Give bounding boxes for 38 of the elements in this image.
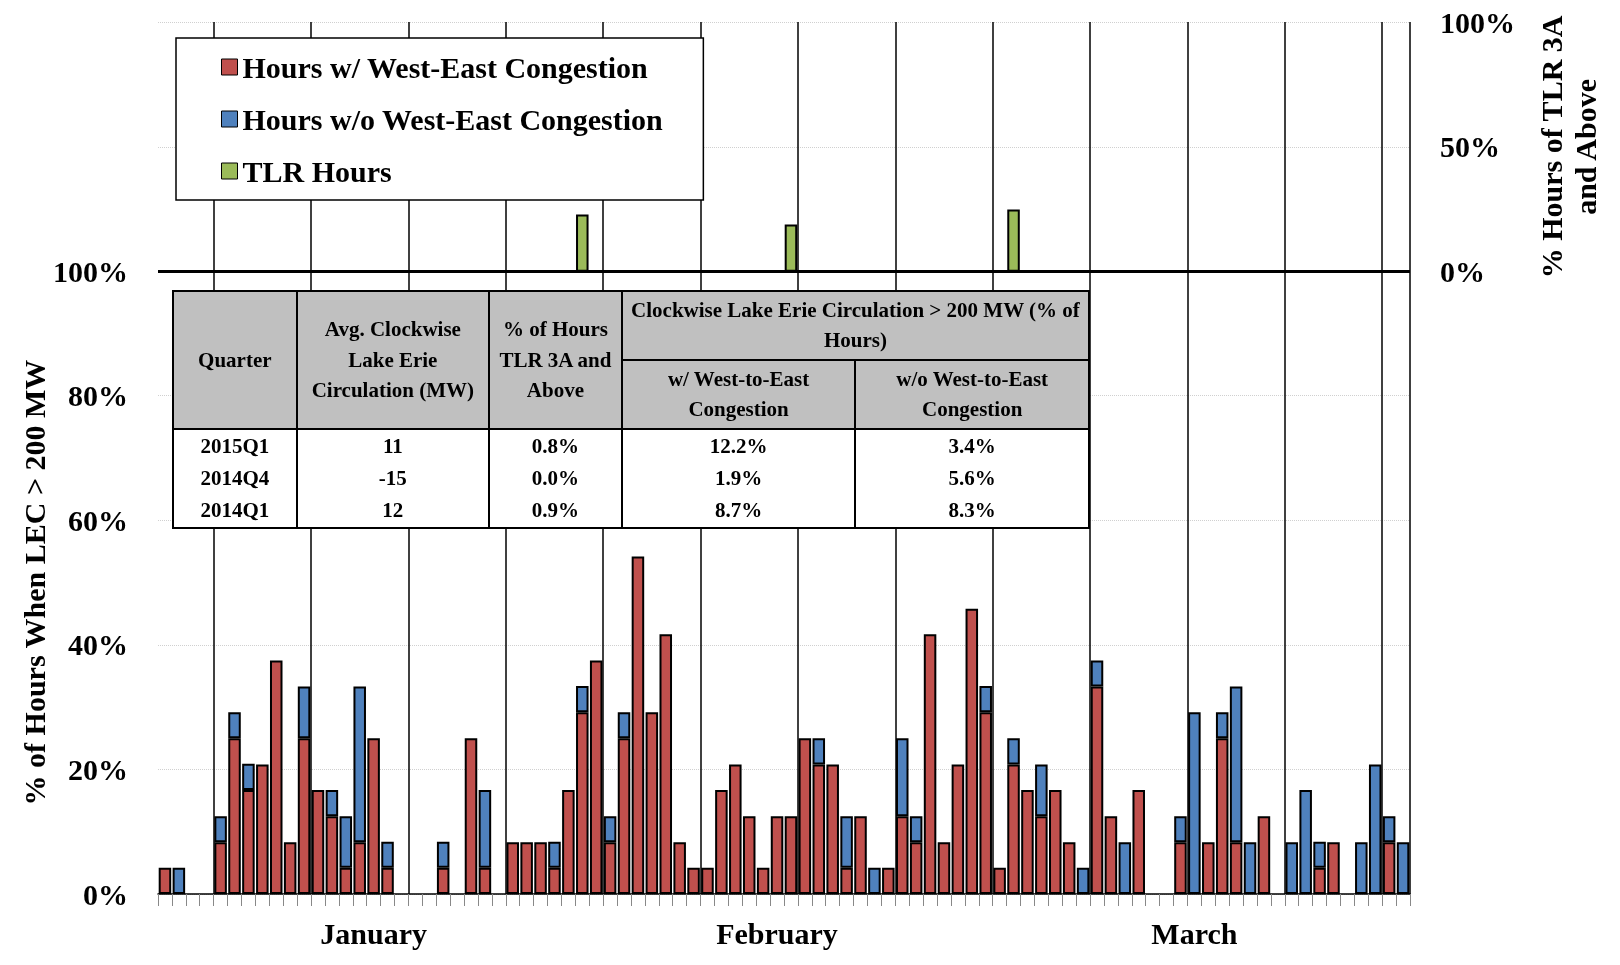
annotation: w/ West-to-East Congestion (621, 359, 856, 429)
x-tick-label: January (320, 916, 427, 950)
y-tick-label: 40% (68, 628, 128, 662)
y-tick-label: 20% (68, 752, 128, 786)
y2-tick-label: 0% (1440, 255, 1485, 289)
y2-tick-label: 50% (1440, 130, 1500, 164)
y-tick-label: 100% (53, 254, 128, 288)
y2-axis-title: % Hours of TLR 3A and Above (1534, 15, 1602, 279)
y-tick-label: 80% (68, 379, 128, 413)
y-tick-label: 60% (68, 503, 128, 537)
x-tick-label: March (1151, 916, 1238, 950)
annotation: 2014Q1 (173, 494, 297, 528)
annotation: 5.6% (855, 462, 1089, 495)
annotation: 0.8% (489, 428, 622, 463)
x-tick-label: February (716, 916, 838, 950)
y-axis-title: % of Hours When LEC > 200 MW (17, 359, 51, 806)
annotation: 2014Q4 (173, 462, 297, 495)
y-tick-label: 0% (83, 877, 128, 911)
annotation: Quarter (173, 291, 297, 429)
annotation: w/o West-to-East Congestion (855, 359, 1089, 429)
annotation: Clockwise Lake Erie Circulation > 200 MW (% of Hours) (621, 291, 1089, 360)
annotation: 12.2% (621, 428, 856, 463)
y2-tick-label: 100% (1440, 5, 1515, 39)
annotation: 11 (296, 428, 490, 463)
annotation: % of Hours TLR 3A and Above (489, 291, 622, 429)
annotation: 0.9% (489, 494, 622, 528)
legend-label: Hours w/o West-East Congestion (242, 102, 664, 136)
annotation: -15 (296, 462, 490, 495)
annotation: 12 (296, 494, 490, 528)
legend-label: Hours w/ West-East Congestion (242, 50, 649, 84)
annotation: 8.7% (621, 494, 856, 528)
annotation: 2015Q1 (173, 428, 297, 463)
annotation: Avg. Clockwise Lake Erie Circulation (MW) (296, 291, 490, 429)
annotation: 8.3% (855, 494, 1089, 528)
legend-label: TLR Hours (242, 154, 392, 188)
annotation: 0.0% (489, 462, 622, 495)
annotation: 1.9% (621, 462, 856, 495)
annotation: 3.4% (855, 428, 1089, 463)
